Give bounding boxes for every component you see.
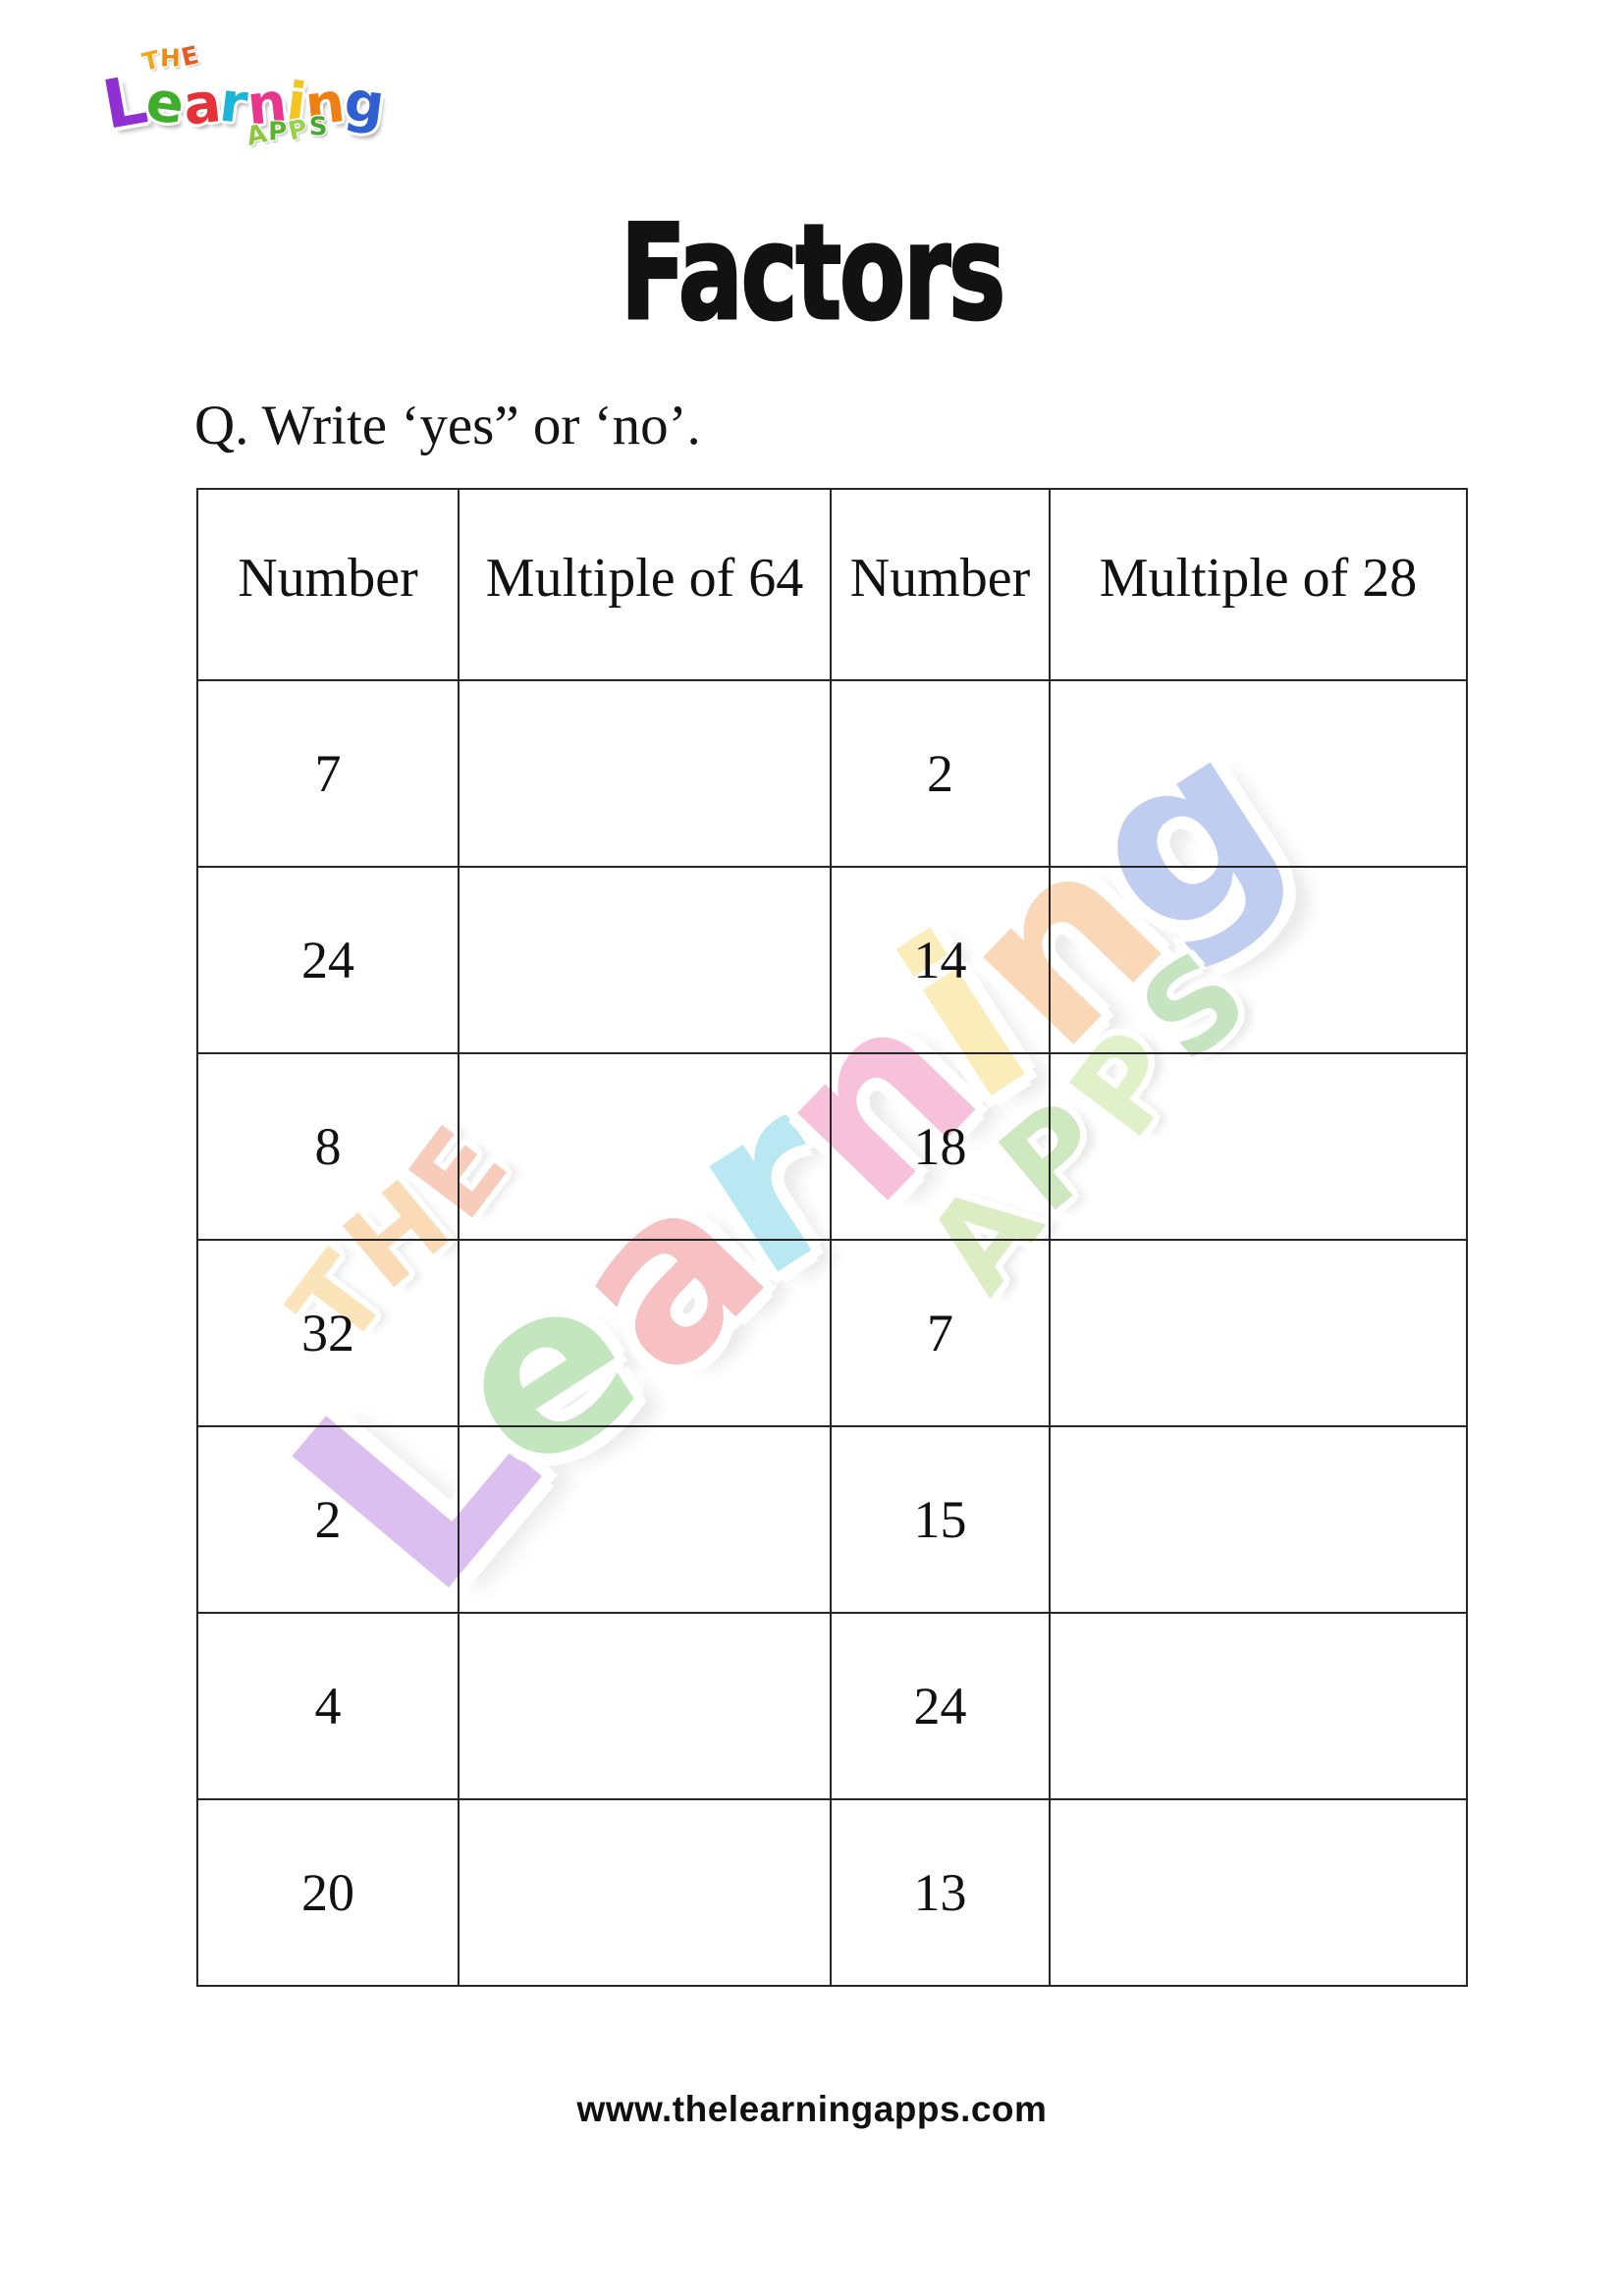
header-row: Number Multiple of 64 Number Multiple of… [196,488,1468,681]
table-row: 4 24 [196,1612,1468,1800]
answer-cell-28[interactable] [1049,679,1468,868]
number-cell-left: 20 [196,1798,460,1987]
answer-cell-64[interactable] [458,1425,832,1614]
number-cell-right: 2 [830,679,1051,868]
learning-apps-logo: THE Learning APPS [97,40,398,167]
number-cell-right: 15 [830,1425,1051,1614]
table-row: 2 15 [196,1425,1468,1614]
logo-letter: g [341,69,388,138]
table-row: 24 14 [196,866,1468,1054]
logo-learning: Learning [97,62,388,145]
logo-letter: S [309,112,330,142]
footer-url: www.thelearningapps.com [576,2089,1048,2129]
column-header-multiple-of-28: Multiple of 28 [1049,488,1468,681]
number-cell-left: 4 [196,1612,460,1800]
column-header-multiple-of-64: Multiple of 64 [458,488,832,681]
answer-cell-64[interactable] [458,1239,832,1427]
table-row: 8 18 [196,1052,1468,1241]
answer-cell-64[interactable] [458,1612,832,1800]
number-cell-right: 13 [830,1798,1051,1987]
answer-cell-28[interactable] [1049,1052,1468,1241]
answer-cell-28[interactable] [1049,866,1468,1054]
answer-cell-28[interactable] [1049,1425,1468,1614]
table-row: 32 7 [196,1239,1468,1427]
number-cell-left: 32 [196,1239,460,1427]
number-cell-left: 8 [196,1052,460,1241]
number-cell-right: 7 [830,1239,1051,1427]
answer-cell-64[interactable] [458,679,832,868]
answer-cell-64[interactable] [458,1052,832,1241]
number-cell-left: 7 [196,679,460,868]
answer-cell-28[interactable] [1049,1612,1468,1800]
number-cell-left: 24 [196,866,460,1054]
number-cell-left: 2 [196,1425,460,1614]
answer-cell-64[interactable] [458,1798,832,1987]
answer-cell-64[interactable] [458,866,832,1054]
table-row: 20 13 [196,1798,1468,1987]
number-cell-right: 14 [830,866,1051,1054]
number-cell-right: 18 [830,1052,1051,1241]
question-text: Q. Write ‘yes” or ‘no’. [194,395,701,456]
factors-table: Number Multiple of 64 Number Multiple of… [196,488,1468,1987]
number-cell-right: 24 [830,1612,1051,1800]
table-row: 7 2 [196,679,1468,868]
answer-cell-28[interactable] [1049,1239,1468,1427]
page-title: Factors [620,196,1007,349]
column-header-number-right: Number [830,488,1051,681]
answer-cell-28[interactable] [1049,1798,1468,1987]
column-header-number-left: Number [196,488,460,681]
